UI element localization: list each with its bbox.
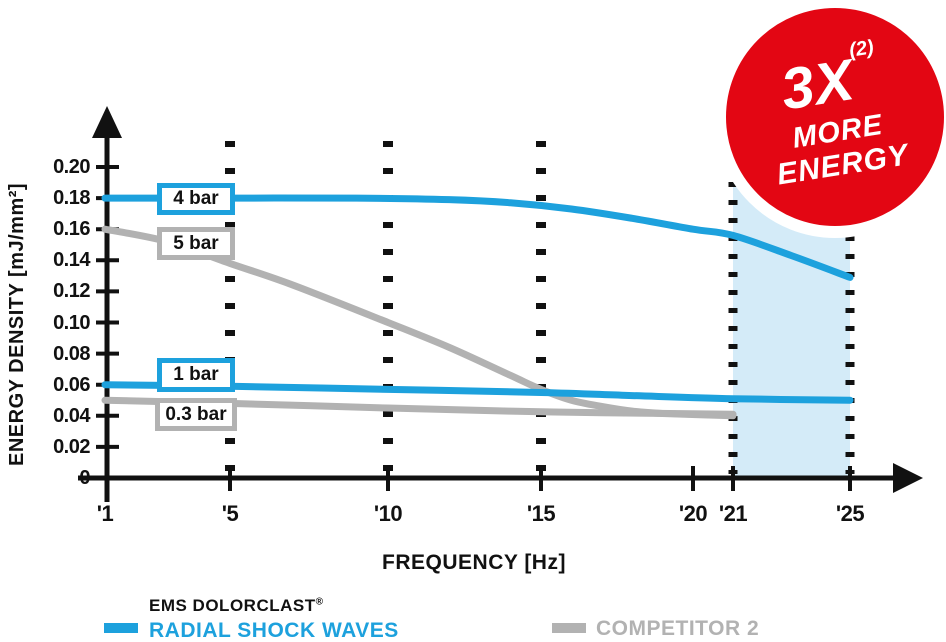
legend-ems-label: RADIAL SHOCK WAVES bbox=[149, 619, 399, 642]
series-label-1bar-text: 1 bar bbox=[173, 364, 219, 385]
axes bbox=[78, 106, 923, 502]
badge-footnote-marker: (2) bbox=[847, 35, 875, 62]
series-label-5bar: 5 bar bbox=[157, 227, 235, 260]
legend-swatch-competitor bbox=[552, 623, 586, 633]
x-axis-title: FREQUENCY [Hz] bbox=[382, 551, 566, 574]
series-label-5bar-text: 5 bar bbox=[173, 232, 219, 254]
series-label-03bar: 0.3 bar bbox=[155, 398, 237, 431]
legend-competitor-label: COMPETITOR 2 bbox=[596, 617, 760, 640]
legend: EMS DOLORCLAST® RADIAL SHOCK WAVES COMPE… bbox=[0, 590, 946, 642]
badge-headline-text: 3X bbox=[776, 46, 859, 123]
y-axis-title: ENERGY DENSITY [mJ/mm²] bbox=[6, 182, 28, 466]
series-ems-4bar bbox=[101, 194, 854, 281]
registered-trademark-mark: ® bbox=[315, 596, 324, 608]
x-axis-arrow-icon bbox=[893, 463, 923, 493]
y-axis-arrow-icon bbox=[92, 106, 122, 138]
legend-ems-brand-text: EMS DOLORCLAST bbox=[149, 596, 316, 615]
tick-layer bbox=[96, 165, 852, 491]
badge-text: 3X(2) MORE ENERGY bbox=[760, 35, 910, 191]
series-label-4bar: 4 bar bbox=[157, 183, 235, 215]
series-label-03bar-text: 0.3 bar bbox=[165, 403, 227, 425]
legend-swatch-ems bbox=[104, 623, 138, 633]
badge-3x-more-energy: 3X(2) MORE ENERGY bbox=[714, 0, 946, 238]
series-label-4bar-text: 4 bar bbox=[173, 188, 219, 209]
legend-ems-brand: EMS DOLORCLAST® bbox=[149, 596, 399, 616]
legend-entry-ems: EMS DOLORCLAST® RADIAL SHOCK WAVES bbox=[149, 596, 399, 642]
series-label-1bar: 1 bar bbox=[157, 358, 235, 392]
